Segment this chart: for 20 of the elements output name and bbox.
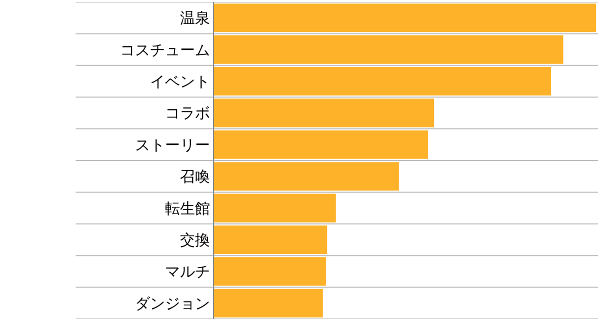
bar	[214, 98, 434, 128]
bar	[214, 35, 564, 64]
bar	[214, 257, 326, 286]
y-tick-label: ダンジョン	[135, 294, 210, 312]
bar	[214, 4, 596, 32]
bar	[214, 194, 336, 222]
y-tick-label: マルチ	[165, 262, 210, 281]
bar	[214, 225, 328, 254]
y-tick-label: ストーリー	[135, 136, 210, 154]
y-tick-label: コスチューム	[120, 40, 210, 59]
y-tick-label: 召喚	[180, 168, 210, 186]
y-tick-label: 温泉	[180, 9, 210, 28]
bar	[214, 288, 323, 318]
y-tick-label: コラボ	[165, 104, 210, 122]
y-tick-label: 転生館	[165, 199, 210, 218]
bar	[214, 66, 551, 96]
bar	[214, 162, 399, 191]
bar	[214, 130, 428, 159]
y-tick-label: 交換	[180, 231, 210, 249]
y-tick-label: イベント	[150, 72, 210, 90]
